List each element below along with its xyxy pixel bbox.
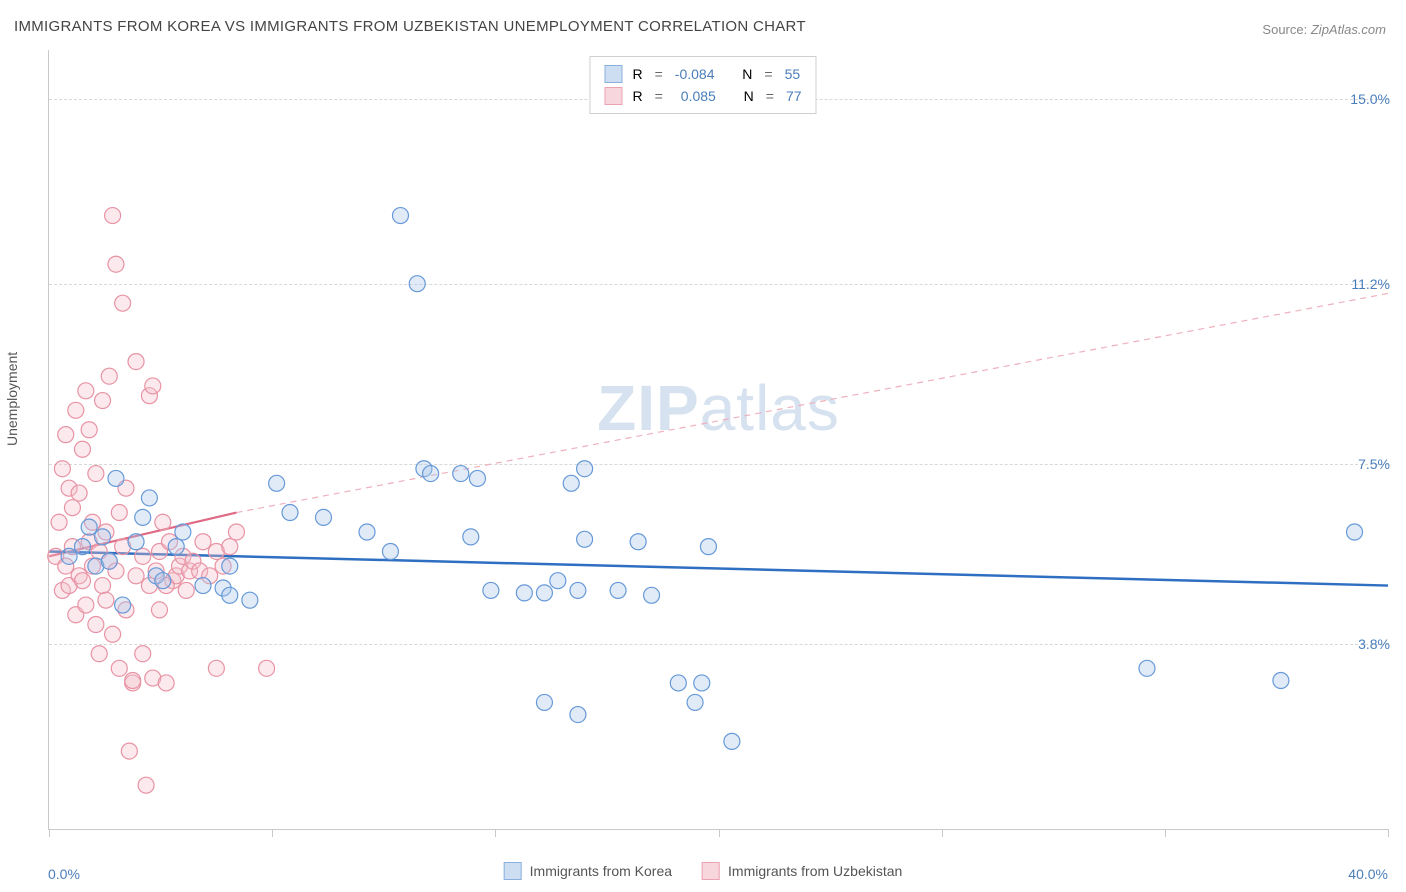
legend-label: Immigrants from Uzbekistan xyxy=(728,863,902,879)
chart-svg xyxy=(49,50,1388,829)
source-value: ZipAtlas.com xyxy=(1311,22,1386,37)
source-label: Source: xyxy=(1262,22,1307,37)
correlation-legend: R = -0.084 N = 55 R = 0.085 N = 77 xyxy=(589,56,816,114)
y-axis-label: Unemployment xyxy=(4,352,20,446)
r-label: R xyxy=(632,63,642,85)
swatch-korea xyxy=(604,65,622,83)
legend-item-uzbekistan: Immigrants from Uzbekistan xyxy=(702,862,902,880)
n-label: N xyxy=(742,63,752,85)
x-tick xyxy=(942,829,943,837)
legend-label: Immigrants from Korea xyxy=(530,863,672,879)
source-attribution: Source: ZipAtlas.com xyxy=(1262,22,1386,37)
x-tick xyxy=(719,829,720,837)
series-legend: Immigrants from Korea Immigrants from Uz… xyxy=(504,862,903,880)
x-tick xyxy=(1388,829,1389,837)
correlation-row-korea: R = -0.084 N = 55 xyxy=(604,63,801,85)
legend-item-korea: Immigrants from Korea xyxy=(504,862,672,880)
x-tick xyxy=(1165,829,1166,837)
chart-title: IMMIGRANTS FROM KOREA VS IMMIGRANTS FROM… xyxy=(14,18,806,35)
n-value-uzbekistan: 77 xyxy=(786,85,802,107)
equals-icon: = xyxy=(655,63,663,85)
n-value-korea: 55 xyxy=(785,63,801,85)
x-axis-min-label: 0.0% xyxy=(48,866,80,882)
n-label: N xyxy=(744,85,754,107)
equals-icon: = xyxy=(655,85,663,107)
plot-area: ZIPatlas 3.8%7.5%11.2%15.0% xyxy=(48,50,1388,830)
x-tick xyxy=(272,829,273,837)
equals-icon: = xyxy=(764,63,772,85)
x-tick xyxy=(49,829,50,837)
swatch-uzbekistan xyxy=(604,87,622,105)
r-label: R xyxy=(632,85,642,107)
x-axis-max-label: 40.0% xyxy=(1348,866,1388,882)
r-value-uzbekistan: 0.085 xyxy=(675,85,716,107)
swatch-korea xyxy=(504,862,522,880)
x-tick xyxy=(495,829,496,837)
swatch-uzbekistan xyxy=(702,862,720,880)
equals-icon: = xyxy=(766,85,774,107)
r-value-korea: -0.084 xyxy=(675,63,715,85)
correlation-row-uzbekistan: R = 0.085 N = 77 xyxy=(604,85,801,107)
